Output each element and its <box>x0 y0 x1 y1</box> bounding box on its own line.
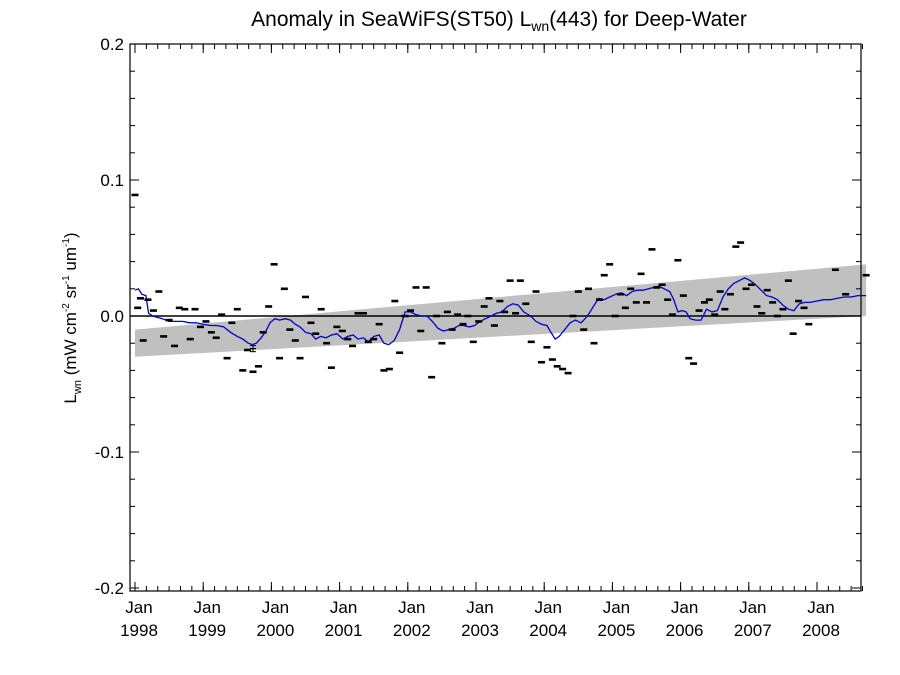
uncertainty-band-layer <box>135 264 867 357</box>
ylabel-units: (mW cm <box>61 312 80 380</box>
title-main: Anomaly in SeaWiFS(ST50) L <box>251 8 532 31</box>
smoothed-line-layer <box>134 277 867 346</box>
axes-frame <box>129 43 862 592</box>
x-tick-label-month: Jan <box>534 598 561 617</box>
data-points-layer <box>131 193 870 379</box>
y-tick-label: 0.0 <box>100 307 124 326</box>
ylabel-base: L <box>61 394 80 403</box>
x-tick-label-year: 2005 <box>597 621 635 640</box>
x-tick-label-month: Jan <box>603 598 630 617</box>
x-tick-label-year: 2004 <box>529 621 567 640</box>
ylabel-superscript: -1 <box>61 275 72 284</box>
x-tick-label-year: 1999 <box>188 621 226 640</box>
ylabel-units: ) <box>61 232 80 238</box>
x-tick-label-year: 2001 <box>325 621 363 640</box>
y-axis-ticks: -0.2 -0.1 0.0 0.1 0.2 <box>95 35 861 598</box>
plot-frame <box>129 43 862 592</box>
y-axis-label: Lwn (mW cm-2 sr-1 um-1) <box>61 232 84 403</box>
x-tick-label-month: Jan <box>262 598 289 617</box>
x-axis-ticks: Jan 1998 Jan 1999 Jan 2000 Jan 2001 Jan 2002 Jan 20… <box>120 44 863 640</box>
uncertainty-band <box>135 264 867 357</box>
y-tick-label: -0.1 <box>95 443 124 462</box>
x-tick-label-month: Jan <box>739 598 766 617</box>
y-tick-label: 0.2 <box>100 35 124 54</box>
x-tick-label-year: 2003 <box>461 621 499 640</box>
x-tick-label-month: Jan <box>466 598 493 617</box>
x-tick-label-year: 2007 <box>734 621 772 640</box>
x-tick-label-month: Jan <box>398 598 425 617</box>
ylabel-units: sr <box>61 284 80 303</box>
ylabel-superscript: -1 <box>61 238 72 247</box>
chart-title: Anomaly in SeaWiFS(ST50) Lwn(443) for De… <box>0 8 900 34</box>
x-tick-label-month: Jan <box>193 598 220 617</box>
x-tick-label-month: Jan <box>807 598 834 617</box>
x-tick-label-year: 2008 <box>802 621 840 640</box>
x-tick-label-month: Jan <box>125 598 152 617</box>
x-tick-label-month: Jan <box>330 598 357 617</box>
x-tick-label-year: 2006 <box>666 621 704 640</box>
y-axis-label-group: Lwn (mW cm-2 sr-1 um-1) <box>61 232 84 403</box>
title-tail: (443) for Deep-Water <box>549 8 747 31</box>
y-tick-label: 0.1 <box>100 171 124 190</box>
y-tick-label: -0.2 <box>95 579 124 598</box>
ylabel-subscript: wn <box>72 380 84 395</box>
x-tick-label-year: 2000 <box>256 621 294 640</box>
x-tick-label-year: 1998 <box>120 621 158 640</box>
smoothed-trend-line <box>134 277 867 346</box>
x-tick-label-month: Jan <box>671 598 698 617</box>
ylabel-superscript: -2 <box>61 303 72 312</box>
title-subscript: wn <box>531 18 550 35</box>
ylabel-units: um <box>61 247 80 275</box>
x-tick-label-year: 2002 <box>393 621 431 640</box>
y-axis-label-text: Lwn (mW cm-2 sr-1 um-1) <box>61 232 84 403</box>
